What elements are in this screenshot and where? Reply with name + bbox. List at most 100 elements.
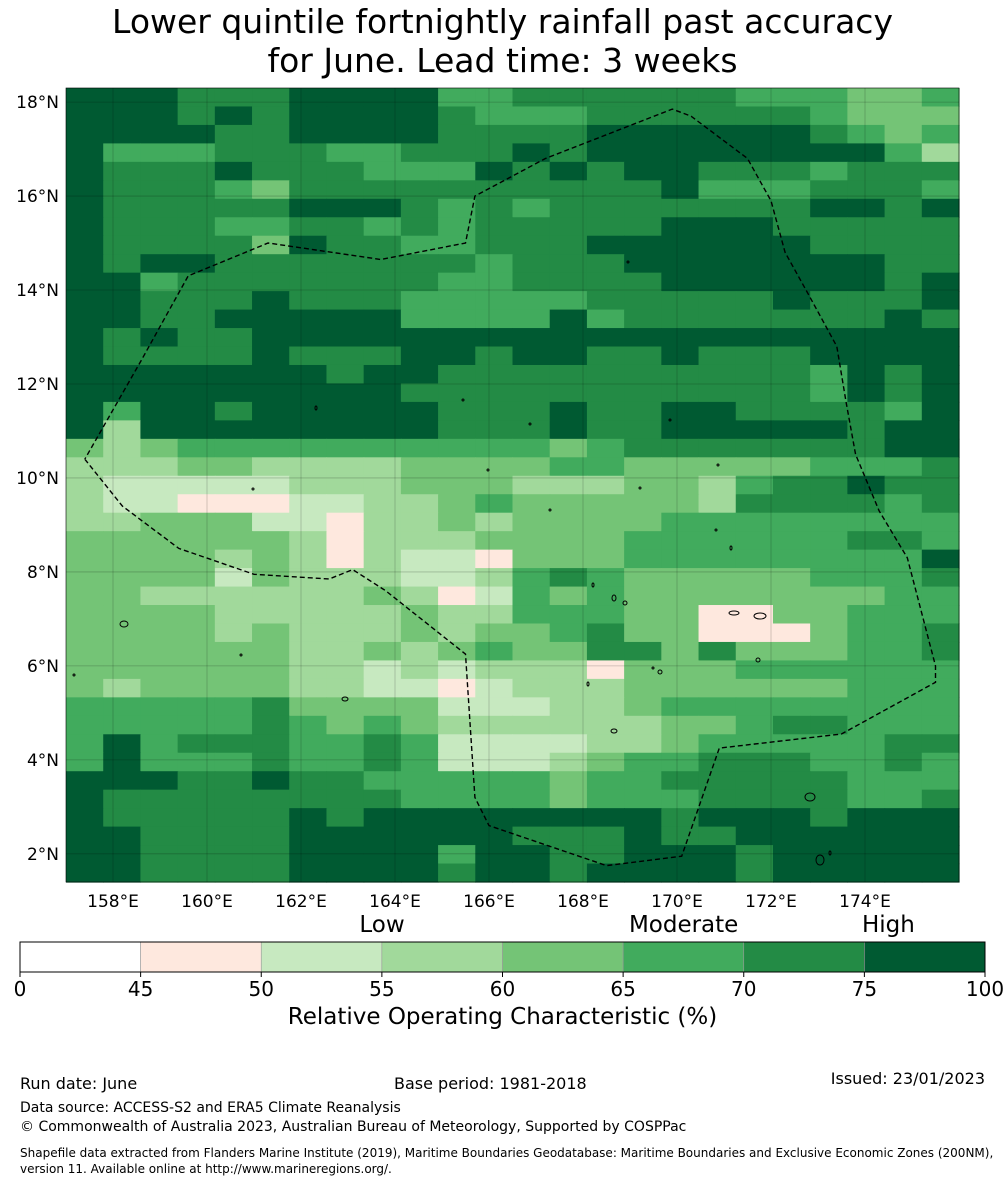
grid-cell	[698, 623, 737, 643]
grid-cell	[884, 198, 923, 218]
grid-cell	[512, 789, 551, 809]
grid-cell	[549, 254, 588, 274]
grid-cell	[103, 254, 142, 274]
level-label-moderate: Moderate	[628, 912, 739, 938]
grid-cell	[140, 457, 179, 477]
grid-cell	[921, 383, 960, 403]
grid-cell	[884, 254, 923, 274]
grid-cell	[140, 568, 179, 588]
grid-cell	[884, 605, 923, 625]
grid-cell	[549, 475, 588, 495]
grid-cell	[735, 143, 774, 163]
grid-cell	[400, 217, 439, 237]
grid-cell	[735, 217, 774, 237]
grid-cell	[549, 106, 588, 126]
grid-cell	[586, 143, 625, 163]
grid-cell	[586, 383, 625, 403]
grid-cell	[772, 734, 811, 754]
grid-cell	[177, 641, 216, 662]
grid-cell	[140, 401, 179, 421]
lat-tick-label: 8°N	[27, 563, 59, 583]
grid-cell	[252, 180, 290, 200]
grid-cell	[140, 346, 179, 366]
grid-cell	[698, 568, 737, 588]
grid-cell	[475, 697, 514, 717]
grid-cell	[103, 180, 142, 200]
grid-cell	[103, 697, 142, 717]
colorbar-ticks: 0 45 50 55 60 65 70 75 100	[14, 972, 1004, 1001]
grid-cell	[252, 697, 290, 717]
grid-cell	[772, 605, 811, 625]
grid-cell	[438, 678, 476, 698]
grid-cell	[400, 198, 439, 218]
grid-cell	[289, 641, 328, 662]
grid-cell	[884, 272, 923, 292]
grid-cell	[475, 715, 514, 735]
grid-cell	[921, 272, 960, 292]
grid-cell	[140, 808, 179, 828]
grid-cell	[66, 161, 104, 181]
grid-cell	[475, 494, 514, 514]
grid-cell	[400, 512, 439, 532]
island-coastlines	[72, 260, 832, 866]
colorbar-tick-label: 45	[128, 977, 153, 1001]
grid-cell	[252, 217, 290, 237]
grid-cell	[586, 863, 625, 883]
grid-cell	[214, 660, 253, 680]
grid-cell	[884, 715, 923, 735]
grid-cell	[177, 364, 216, 385]
grid-cell	[810, 180, 848, 200]
island-outline	[461, 398, 465, 402]
grid-cell	[698, 346, 737, 366]
grid-cell	[549, 863, 588, 883]
grid-cell	[549, 586, 588, 606]
grid-cell	[140, 826, 179, 846]
grid-cell	[400, 143, 439, 163]
grid-cell	[772, 217, 811, 237]
grid-cell	[438, 272, 476, 292]
grid-cell	[586, 235, 625, 255]
grid-cell	[103, 678, 142, 698]
grid-cell	[475, 752, 514, 772]
grid-cell	[326, 826, 365, 846]
grid-cell	[475, 771, 514, 791]
grid-cell	[363, 217, 402, 237]
grid-cell	[214, 124, 253, 144]
grid-cell	[289, 198, 328, 218]
grid-cell	[400, 660, 439, 680]
lat-tick-label: 6°N	[27, 657, 59, 677]
grid-cell	[326, 143, 365, 163]
grid-cell	[772, 494, 811, 514]
grid-cell	[66, 549, 104, 569]
grid-cell	[735, 789, 774, 809]
grid-cell	[363, 88, 402, 108]
grid-cell	[214, 272, 253, 292]
grid-cell	[810, 383, 848, 403]
grid-cell	[847, 328, 886, 348]
grid-cell	[363, 568, 402, 588]
lon-tick-label: 170°E	[651, 892, 703, 912]
grid-cell	[438, 808, 476, 828]
grid-cell	[475, 475, 514, 495]
grid-cell	[624, 143, 662, 163]
island-outline	[753, 612, 767, 620]
grid-cell	[698, 309, 737, 329]
grid-cell	[326, 512, 365, 532]
grid-cell	[698, 180, 737, 200]
grid-cell	[698, 106, 737, 126]
grid-cell	[177, 512, 216, 532]
grid-cell	[363, 438, 402, 458]
grid-cell	[289, 346, 328, 366]
grid-cell	[847, 420, 886, 440]
grid-cell	[475, 106, 514, 126]
longitude-labels: 158°E 160°E 162°E 164°E 166°E 168°E 170°E 172°E…	[87, 892, 891, 912]
grid-cell	[177, 401, 216, 421]
grid-cell	[549, 531, 588, 551]
grid-cell	[624, 161, 662, 181]
grid-cell	[475, 808, 514, 828]
grid-cell	[921, 549, 960, 569]
grid-cell	[140, 438, 179, 458]
colorbar-segment	[502, 941, 624, 973]
grid-cell	[512, 272, 551, 292]
grid-cell	[735, 254, 774, 274]
